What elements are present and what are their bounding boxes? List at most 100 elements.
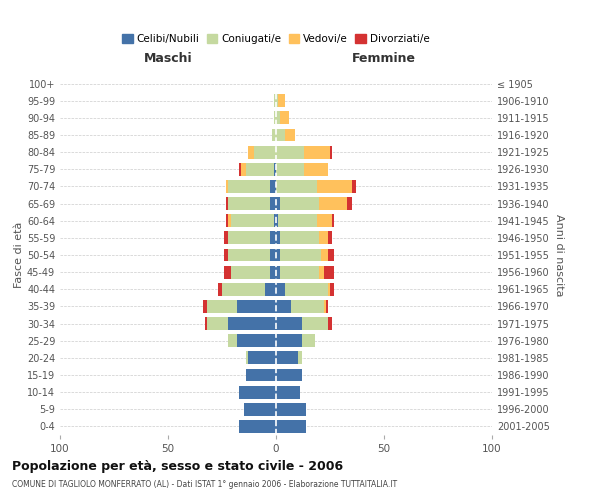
Bar (322, 248, 328, 262)
Bar (280, 266, 319, 278)
Bar (276, 232, 280, 244)
Bar (276, 128, 284, 141)
Bar (276, 300, 291, 313)
Bar (276, 180, 317, 193)
Bar (244, 403, 276, 415)
Bar (317, 214, 332, 227)
Bar (222, 283, 265, 296)
Bar (229, 248, 269, 262)
Bar (269, 232, 276, 244)
Bar (246, 368, 276, 382)
Bar (284, 128, 295, 141)
Bar (323, 300, 326, 313)
Bar (265, 283, 276, 296)
Bar (205, 317, 207, 330)
Bar (330, 283, 334, 296)
Bar (274, 94, 276, 107)
Bar (330, 146, 332, 158)
Bar (280, 232, 319, 244)
Bar (304, 146, 330, 158)
Bar (239, 420, 276, 433)
Bar (317, 180, 352, 193)
Text: Popolazione per età, sesso e stato civile - 2006: Popolazione per età, sesso e stato civil… (12, 460, 343, 473)
Bar (229, 232, 269, 244)
Bar (207, 300, 237, 313)
Bar (274, 112, 276, 124)
Bar (328, 283, 330, 296)
Bar (229, 197, 269, 210)
Bar (328, 232, 332, 244)
Bar (269, 248, 276, 262)
Bar (224, 248, 229, 262)
Bar (254, 146, 276, 158)
Bar (276, 94, 278, 107)
Bar (224, 232, 229, 244)
Bar (302, 334, 315, 347)
Bar (229, 180, 269, 193)
Bar (326, 300, 328, 313)
Bar (319, 266, 323, 278)
Bar (276, 214, 278, 227)
Bar (291, 300, 323, 313)
Bar (239, 163, 241, 175)
Bar (276, 403, 306, 415)
Bar (274, 214, 276, 227)
Bar (269, 197, 276, 210)
Bar (319, 197, 347, 210)
Bar (248, 352, 276, 364)
Bar (332, 214, 334, 227)
Bar (218, 283, 222, 296)
Legend: Celibi/Nubili, Coniugati/e, Vedovi/e, Divorziati/e: Celibi/Nubili, Coniugati/e, Vedovi/e, Di… (118, 30, 434, 48)
Bar (276, 266, 280, 278)
Bar (226, 214, 229, 227)
Bar (230, 266, 269, 278)
Text: Maschi: Maschi (143, 52, 193, 65)
Bar (304, 163, 328, 175)
Bar (226, 180, 229, 193)
Bar (319, 232, 328, 244)
Bar (276, 163, 304, 175)
Bar (237, 300, 276, 313)
Bar (276, 317, 302, 330)
Bar (278, 94, 284, 107)
Bar (302, 317, 328, 330)
Bar (274, 163, 276, 175)
Bar (280, 112, 289, 124)
Bar (347, 197, 352, 210)
Bar (237, 334, 276, 347)
Bar (229, 317, 276, 330)
Bar (280, 197, 319, 210)
Bar (241, 163, 246, 175)
Bar (298, 352, 302, 364)
Bar (284, 283, 328, 296)
Bar (246, 163, 274, 175)
Bar (269, 266, 276, 278)
Bar (203, 300, 207, 313)
Bar (276, 248, 280, 262)
Bar (246, 352, 248, 364)
Bar (278, 214, 317, 227)
Bar (229, 334, 237, 347)
Bar (276, 420, 306, 433)
Y-axis label: Fasce di età: Fasce di età (14, 222, 24, 288)
Bar (239, 386, 276, 398)
Bar (276, 283, 284, 296)
Bar (276, 146, 304, 158)
Y-axis label: Anni di nascita: Anni di nascita (554, 214, 563, 296)
Text: COMUNE DI TAGLIOLO MONFERRATO (AL) - Dati ISTAT 1° gennaio 2006 - Elaborazione T: COMUNE DI TAGLIOLO MONFERRATO (AL) - Dat… (12, 480, 397, 489)
Text: Femmine: Femmine (352, 52, 416, 65)
Bar (269, 180, 276, 193)
Bar (248, 146, 254, 158)
Bar (276, 386, 300, 398)
Bar (328, 248, 334, 262)
Bar (276, 112, 280, 124)
Bar (272, 128, 276, 141)
Bar (276, 334, 302, 347)
Bar (276, 197, 280, 210)
Bar (226, 197, 229, 210)
Bar (276, 352, 298, 364)
Bar (230, 214, 274, 227)
Bar (352, 180, 356, 193)
Bar (323, 266, 334, 278)
Bar (229, 214, 230, 227)
